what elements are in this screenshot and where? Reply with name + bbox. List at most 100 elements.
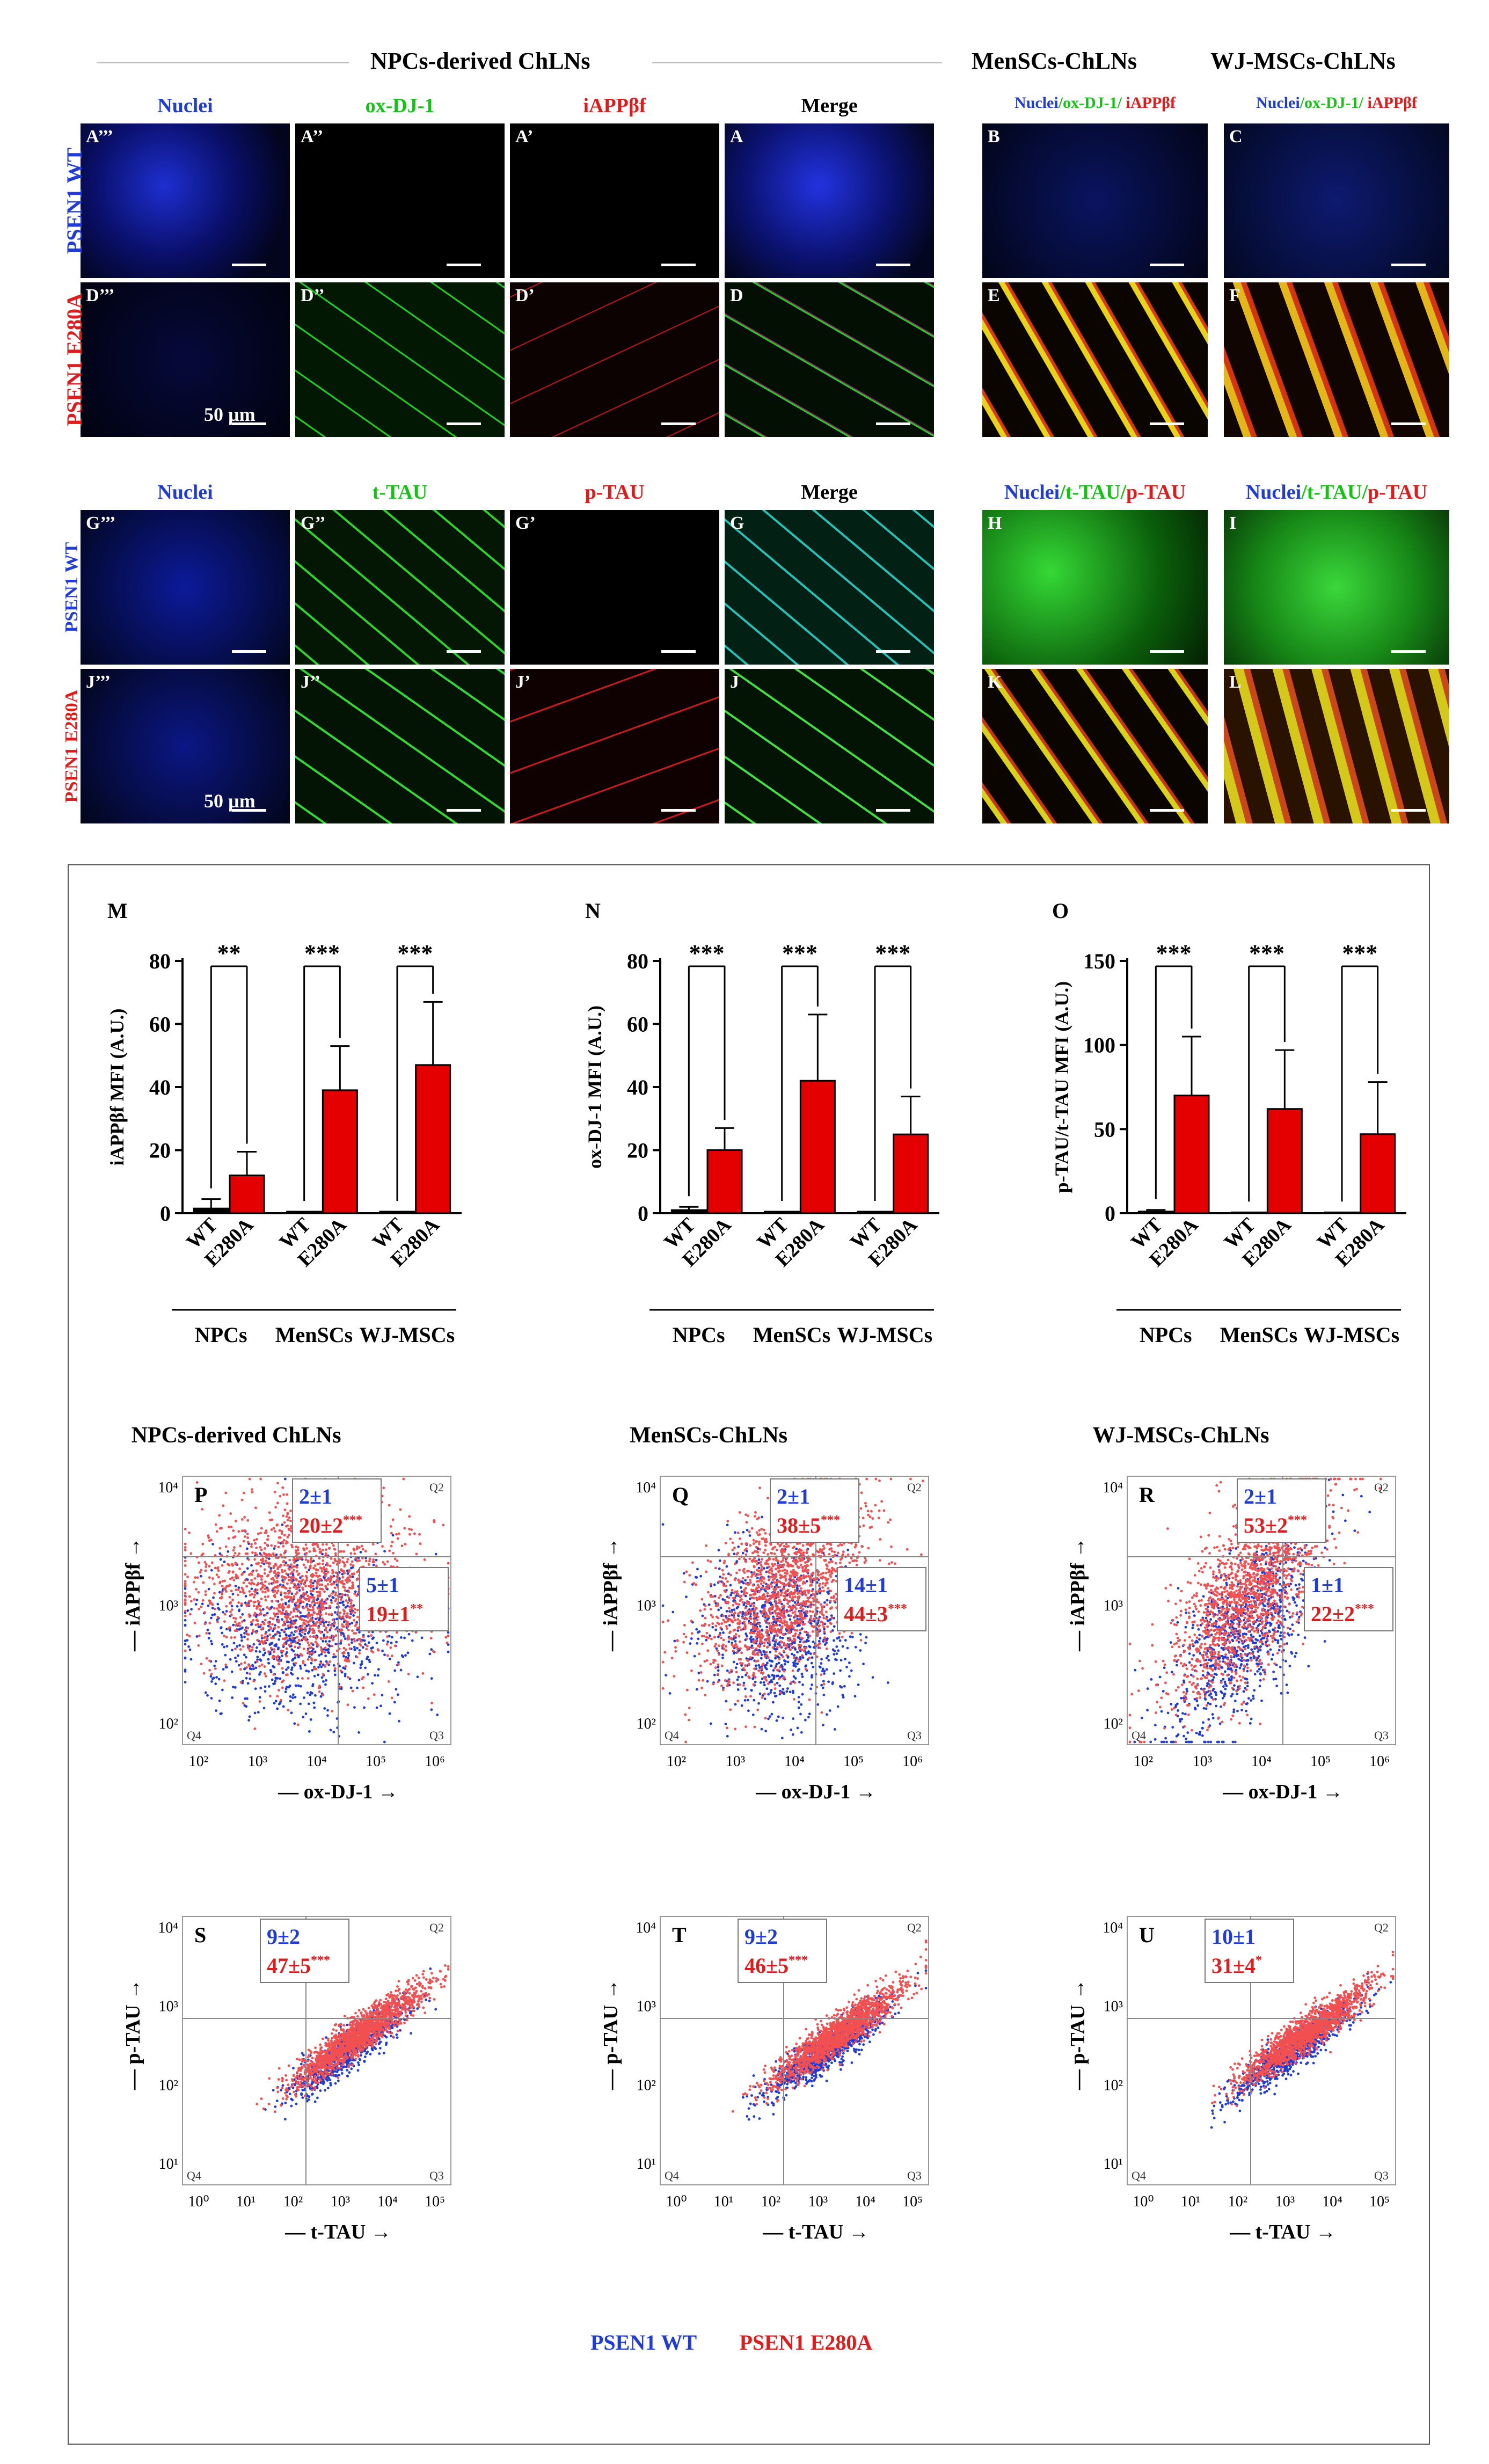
micrograph-e-2-5: E <box>982 282 1208 437</box>
mut-value: 19±1** <box>366 1602 423 1626</box>
npc-header: NPCs-derived ChLNs <box>370 48 590 74</box>
column-head-3: iAPPβf <box>583 94 646 117</box>
scale-bar-label: 50 µm <box>204 404 256 425</box>
quadrant-label: Q4 <box>187 1729 201 1742</box>
x-tick-label: 10¹ <box>236 2193 256 2210</box>
x-tick-label: 10² <box>1134 1753 1153 1770</box>
flow-plot-Q: Q2 Q4 Q3 Q 10² 10³ 10⁴ 10⁵ 10⁶ 10² 10³ 10⁴ — ox-DJ-1… <box>600 1476 929 1803</box>
quadrant-label: Q4 <box>1132 1729 1146 1742</box>
x-tick-label: 10⁵ <box>1310 1753 1331 1770</box>
mut-value: 44±3*** <box>844 1602 907 1626</box>
scale-bar <box>1150 650 1184 653</box>
wt-value: 14±1 <box>844 1573 888 1597</box>
panel-letter: D <box>730 286 743 305</box>
scale-bar <box>447 650 481 653</box>
panel-letter: R <box>1139 1483 1155 1507</box>
y-tick-label: 10⁴ <box>1103 1479 1123 1496</box>
micrograph-j-2-3: J’ <box>510 669 719 823</box>
column-head-3: p-TAU <box>585 481 645 504</box>
quadrant-label: Q3 <box>1374 2169 1389 2182</box>
scale-bar <box>876 422 910 425</box>
micrograph-h-1-5: H <box>982 510 1208 665</box>
x-tick-label: 10³ <box>808 2193 828 2210</box>
scale-bar <box>1391 422 1426 425</box>
wt-value: 9±2 <box>745 1924 778 1949</box>
panel-letter: A <box>730 127 743 147</box>
panel-letter: A’’ <box>301 127 324 147</box>
micrograph-g-1-1: G’’’ <box>81 510 290 665</box>
y-tick-label: 10⁴ <box>158 1920 178 1936</box>
flow-plot-S: Q2 Q4 Q3 S 10⁰ 10¹ 10² 10³ 10⁴ 10⁵ 10¹ 10² 10³ 10⁴ — t… <box>122 1916 451 2243</box>
column-head-2: t-TAU <box>372 481 428 504</box>
x-axis-label: — t-TAU → <box>762 2221 869 2243</box>
y-tick-label: 10⁴ <box>1103 1920 1123 1936</box>
wt-value: 2±1 <box>299 1484 332 1508</box>
flow-column-title-1: NPCs-derived ChLNs <box>131 1423 341 1448</box>
panel-letter: D’’’ <box>86 286 115 305</box>
quadrant-label: Q3 <box>907 2169 922 2182</box>
y-axis-label: — p-TAU → <box>1067 1979 1089 2090</box>
panel-letter: B <box>988 127 1000 147</box>
x-tick-label: 10³ <box>1275 2193 1295 2210</box>
combo-head-2: Nuclei/ox-DJ-1/ iAPPβf <box>1256 94 1417 112</box>
panel-letter: C <box>1229 127 1243 147</box>
scale-bar <box>661 650 696 653</box>
micrograph-f-2-6: F <box>1224 282 1449 437</box>
quadrant-label: Q2 <box>907 1481 922 1494</box>
y-axis-label: — iAPPβf → <box>600 1537 622 1652</box>
flow-plot-R: Q2 Q4 Q3 R 10² 10³ 10⁴ 10⁵ 10⁶ 10² 10³ 10⁴ — ox-DJ-1… <box>1067 1476 1396 1803</box>
micrograph-g-1-2: G’’ <box>295 510 505 665</box>
panel-letter: E <box>988 286 1000 305</box>
micrograph-g-1-4: G <box>725 510 934 665</box>
x-axis-label: — ox-DJ-1 → <box>1222 1781 1343 1803</box>
x-tick-label: 10⁵ <box>366 1753 386 1770</box>
wt-value: 1±1 <box>1311 1573 1344 1597</box>
scale-bar <box>1150 809 1184 812</box>
micrograph-j-2-1: J’’’ 50 µm <box>81 669 290 823</box>
scale-bar <box>661 264 696 266</box>
flow-plot-P: Q2 Q4 Q3 P 10² 10³ 10⁴ 10⁵ 10⁶ 10² 10³ 10⁴ — ox-DJ-1… <box>122 1476 451 1803</box>
x-tick-label: 10⁴ <box>306 1753 327 1770</box>
panel-letter: J’’ <box>301 672 321 692</box>
quadrant-label: Q4 <box>187 2169 201 2182</box>
column-head-1: Nuclei <box>157 481 213 504</box>
quadrant-label: Q3 <box>429 1729 444 1742</box>
scale-bar <box>876 809 910 812</box>
flow-plot-T: Q2 Q4 Q3 T 10⁰ 10¹ 10² 10³ 10⁴ 10⁵ 10¹ 10² 10³ 10⁴ — t… <box>600 1916 929 2243</box>
column-head-4: Merge <box>801 94 858 117</box>
x-tick-label: 10⁵ <box>902 2193 923 2210</box>
x-tick-label: 10⁴ <box>377 2193 398 2210</box>
flow-column-title-2: MenSCs-ChLNs <box>629 1423 788 1448</box>
y-tick-label: 10² <box>1104 2077 1123 2094</box>
quadrant-label: Q3 <box>429 2169 444 2182</box>
x-tick-label: 10³ <box>331 2193 350 2210</box>
quadrant-label: Q2 <box>1374 1921 1389 1934</box>
x-tick-label: 10⁰ <box>188 2193 209 2210</box>
micrograph-a-1-1: A’’’ <box>81 123 290 278</box>
scale-bar <box>661 809 696 812</box>
scale-bar <box>232 650 266 653</box>
micrograph-b-1-5: B <box>982 123 1208 278</box>
column-head-1: Nuclei <box>157 94 213 117</box>
y-tick-label: 10² <box>1104 1716 1123 1732</box>
y-tick-label: 10⁴ <box>636 1920 656 1936</box>
x-tick-label: 10² <box>667 1753 686 1770</box>
x-tick-label: 10⁵ <box>843 1753 864 1770</box>
micrograph-i-1-6: I <box>1224 510 1449 665</box>
micrograph-k-2-5: K <box>982 669 1208 823</box>
x-tick-label: 10² <box>283 2193 303 2210</box>
quadrant-label: Q3 <box>907 1729 922 1742</box>
quantification-frame <box>68 864 1430 2445</box>
panel-letter: D’ <box>515 286 535 305</box>
panel-letter: D’’ <box>301 286 325 305</box>
x-tick-label: 10² <box>761 2193 780 2210</box>
wt-value: 2±1 <box>1244 1484 1277 1508</box>
scale-bar <box>232 809 266 812</box>
wt-value: 5±1 <box>366 1573 399 1597</box>
wt-value: 10±1 <box>1211 1924 1256 1949</box>
quadrant-label: Q4 <box>665 1729 679 1742</box>
legend-mut: PSEN1 E280A <box>739 2330 873 2354</box>
y-tick-label: 10³ <box>1104 1598 1123 1614</box>
y-tick-label: 10² <box>637 1716 656 1732</box>
scale-bar-label: 50 µm <box>204 790 256 812</box>
